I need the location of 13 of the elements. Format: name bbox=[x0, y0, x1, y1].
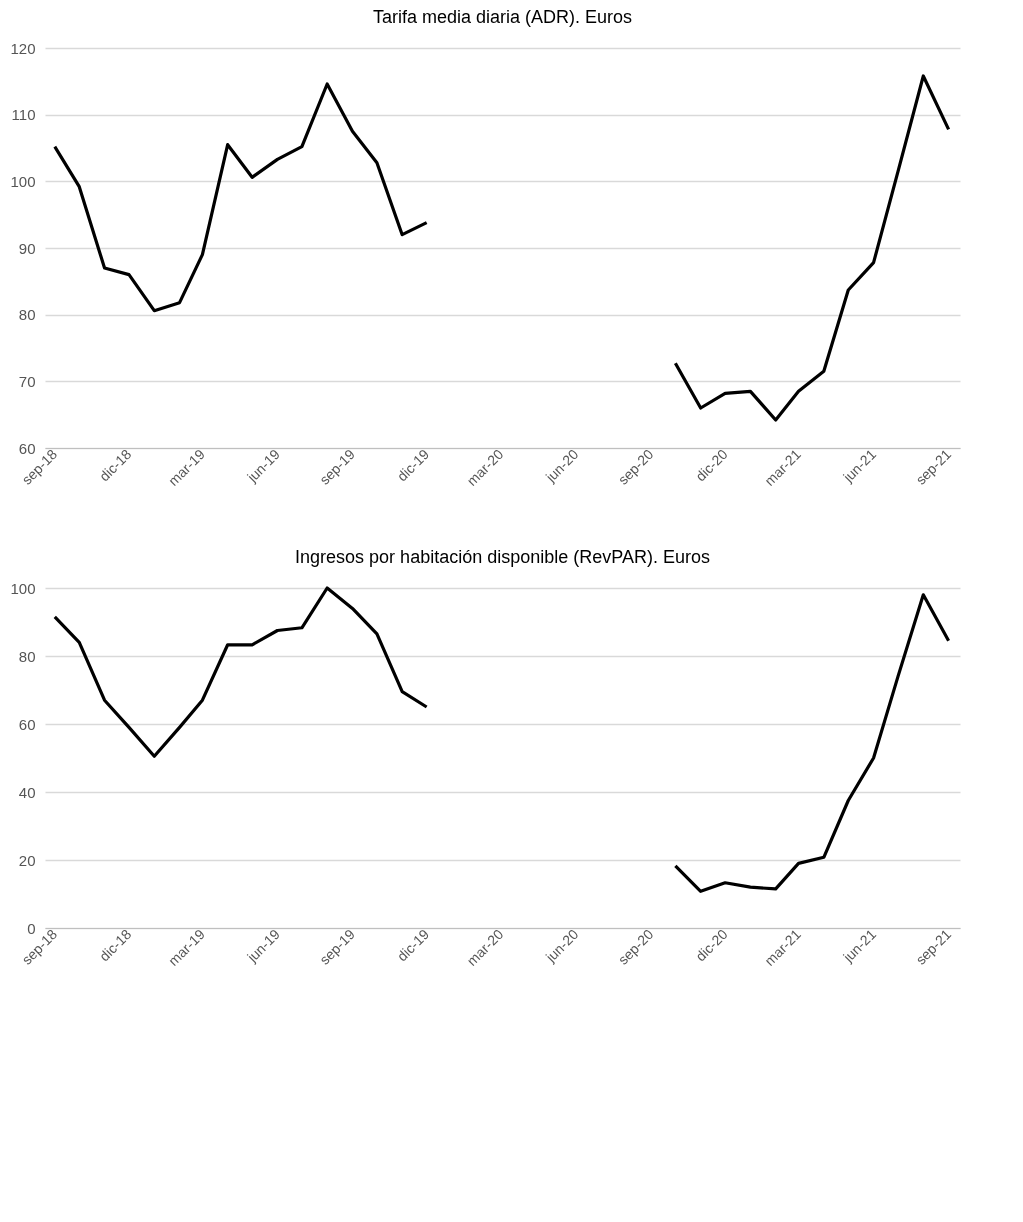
y-tick-label: 100 bbox=[10, 172, 36, 190]
y-tick-label: 70 bbox=[18, 372, 36, 390]
y-tick-label: 90 bbox=[18, 239, 36, 257]
y-tick-label: 100 bbox=[10, 579, 36, 597]
y-tick-label: 80 bbox=[18, 647, 36, 665]
y-tick-label: 120 bbox=[10, 39, 36, 57]
y-tick-label: 80 bbox=[18, 306, 36, 324]
y-tick-label: 40 bbox=[18, 783, 36, 801]
y-tick-label: 110 bbox=[11, 106, 36, 124]
y-tick-label: 20 bbox=[18, 851, 36, 869]
y-tick-label: 60 bbox=[18, 715, 36, 733]
chart-title: Ingresos por habitación disponible (RevPAR). Euros bbox=[295, 547, 710, 567]
chart-title: Tarifa media diaria (ADR). Euros bbox=[372, 7, 633, 27]
